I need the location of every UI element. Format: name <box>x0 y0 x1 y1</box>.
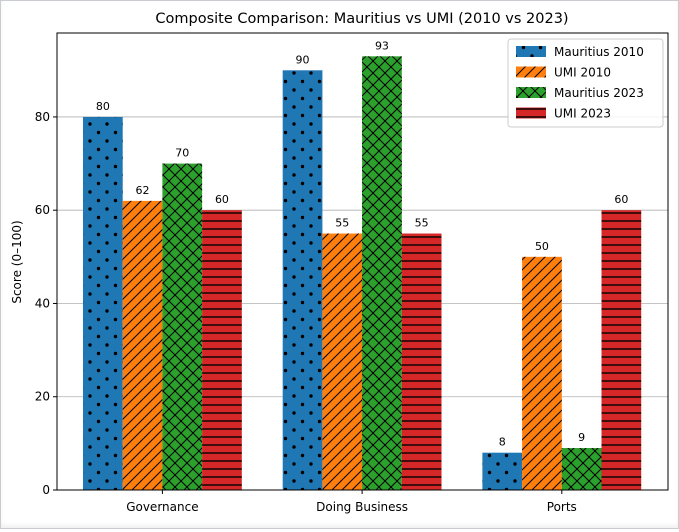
legend: Mauritius 2010 UMI 2010 Mauritius 2023 UMI … <box>507 38 664 128</box>
bar-hatch <box>522 256 562 490</box>
data-label: 62 <box>136 184 150 197</box>
legend-box <box>507 38 664 128</box>
data-label: 55 <box>415 217 429 230</box>
axes: 0 20 40 60 80 Governance Doing Business Ports <box>35 32 669 514</box>
bars <box>83 56 642 491</box>
legend-swatch-hatch <box>516 66 546 78</box>
y-tick-label: 0 <box>42 483 50 497</box>
bar-hatch <box>83 116 123 490</box>
data-label: 60 <box>614 193 628 206</box>
y-tick-label: 20 <box>35 390 50 404</box>
legend-label: UMI 2010 <box>554 66 611 80</box>
y-tick-label: 80 <box>35 110 50 124</box>
legend-label: Mauritius 2023 <box>554 86 644 100</box>
bar-hatch <box>282 70 323 490</box>
y-tick-label: 40 <box>35 296 50 310</box>
bar-hatch <box>322 233 363 491</box>
data-label: 50 <box>535 240 549 253</box>
bar-hatch <box>202 210 242 490</box>
y-tick-label: 60 <box>35 203 50 217</box>
legend-swatch-hatch <box>516 87 546 98</box>
plot-frame <box>56 32 669 491</box>
data-label: 80 <box>96 100 110 113</box>
legend-swatch-hatch <box>516 46 546 57</box>
data-label: 9 <box>578 431 585 444</box>
data-label: 93 <box>375 39 389 52</box>
data-labels: 80 62 70 60 90 55 93 55 8 50 9 60 <box>96 39 628 449</box>
data-label: 70 <box>175 147 189 160</box>
bar-hatch <box>162 163 203 491</box>
y-axis-label: Score (0–100) <box>10 220 24 303</box>
x-tick-label: Doing Business <box>316 500 408 514</box>
bar-hatch <box>362 56 402 491</box>
bar-hatch <box>601 210 642 490</box>
x-tick-label: Ports <box>547 500 577 514</box>
data-label: 90 <box>296 53 310 66</box>
data-label: 60 <box>215 193 229 206</box>
bar-hatch <box>482 452 523 490</box>
bar-hatch <box>122 200 163 490</box>
legend-label: UMI 2023 <box>554 107 611 121</box>
bar-hatch <box>401 233 442 491</box>
legend-label: Mauritius 2010 <box>554 45 644 59</box>
data-label: 55 <box>335 217 349 230</box>
x-tick-label: Governance <box>126 500 198 514</box>
chart-title: Composite Comparison: Mauritius vs UMI (… <box>155 11 568 27</box>
data-label: 8 <box>499 436 506 449</box>
legend-swatch-hatch <box>516 107 546 119</box>
bar-hatch <box>561 448 602 490</box>
